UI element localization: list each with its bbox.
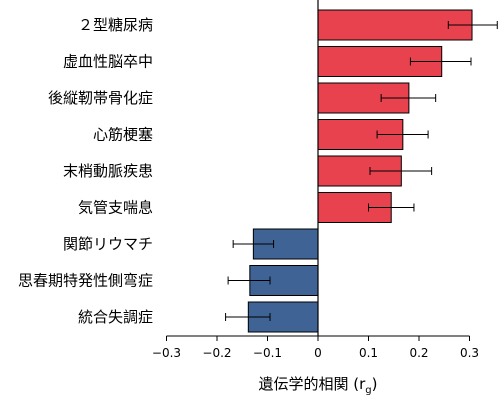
bar-0 [317, 9, 473, 41]
x-tick-label-4: 0.1 [359, 346, 378, 360]
category-label-5: 気管支喘息 [78, 199, 153, 217]
x-axis-title: 遺伝学的相関 (rg) [258, 375, 377, 396]
category-labels: ２型糖尿病虚血性脳卒中後縦靭帯骨化症心筋梗塞末梢動脈疾患気管支喘息関節リウマチ思… [18, 16, 153, 326]
category-label-0: ２型糖尿病 [78, 16, 153, 34]
x-axis: −0.3 −0.2 −0.1 0 0.1 0.2 0.3 [152, 335, 479, 360]
x-tick-label-2: −0.1 [253, 346, 282, 360]
category-label-6: 関節リウマチ [63, 235, 153, 253]
category-label-7: 思春期特発性側弯症 [18, 272, 153, 290]
category-label-4: 末梢動脈疾患 [63, 162, 153, 180]
x-tick-label-5: 0.2 [409, 346, 428, 360]
category-label-8: 統合失調症 [78, 308, 153, 326]
category-label-1: 虚血性脳卒中 [63, 53, 153, 71]
x-axis-title-close: ) [372, 375, 378, 393]
x-tick-label-0: −0.3 [152, 346, 181, 360]
x-tick-label-3: 0 [314, 346, 322, 360]
errorbars-layer [225, 21, 498, 321]
x-tick-label-1: −0.2 [202, 346, 231, 360]
x-axis-title-subscript: g [365, 385, 371, 396]
category-label-2: 後縦靭帯骨化症 [48, 89, 153, 107]
bars-layer [247, 9, 473, 333]
x-tick-label-6: 0.3 [460, 346, 479, 360]
x-axis-title-main: 遺伝学的相関 (r [258, 375, 366, 393]
category-label-3: 心筋梗塞 [93, 126, 153, 144]
